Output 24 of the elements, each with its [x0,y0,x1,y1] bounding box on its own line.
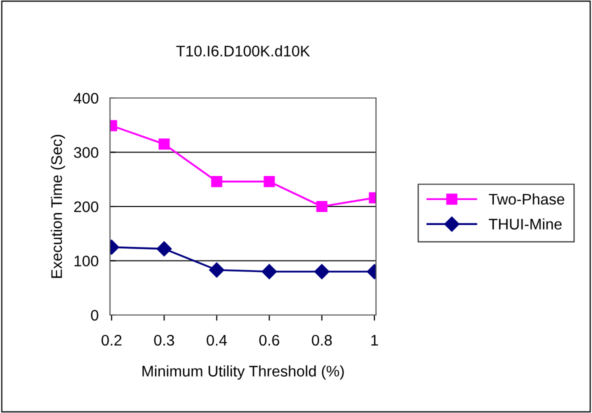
y-axis-title: Execution Time (Sec) [50,134,66,278]
x-tick-label: 0.2 [102,334,122,346]
y-tick-label: 100 [74,256,98,266]
y-tick-label: 300 [74,147,98,158]
x-tick-label: 0.3 [154,334,174,346]
point [316,200,328,212]
x-tick-label: 1 [371,335,378,346]
legend-label: Two-Phase [488,193,564,205]
x-tick-label: 0.8 [312,334,332,346]
x-tick-label: 0.6 [259,334,280,346]
legend-label: THUI-Mine [488,218,562,230]
chart-title: T10.I6.D100K.d10K [176,45,310,56]
point [209,262,224,278]
point [264,176,275,188]
point [262,264,277,280]
point [158,138,170,150]
y-tick-label: 0 [90,310,98,321]
x-axis-title: Minimum Utility Threshold (%) [142,365,344,380]
y-tick-label: 400 [74,92,98,104]
point [156,241,172,256]
point [211,176,222,188]
y-tick-label: 200 [74,201,98,212]
x-tick-label: 0.4 [206,334,227,346]
point [314,264,330,280]
